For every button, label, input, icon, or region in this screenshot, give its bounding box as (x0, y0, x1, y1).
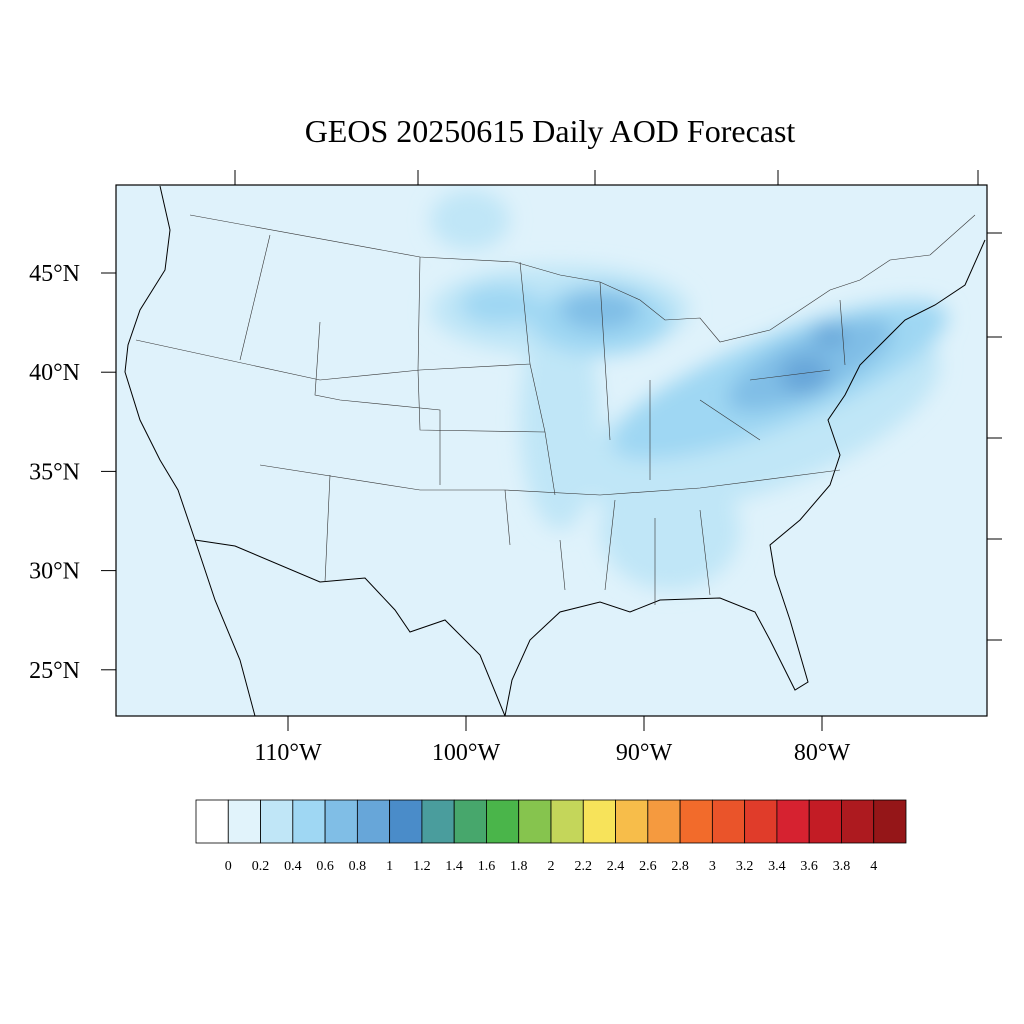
colorbar-label: 0.2 (252, 859, 270, 874)
lon-label: 80°W (794, 740, 851, 766)
colorbar-box (260, 799, 294, 844)
colorbar-box (841, 799, 875, 844)
colorbar-box (776, 799, 810, 844)
colorbar-box (324, 799, 358, 844)
colorbar-label: 1.8 (510, 859, 528, 874)
colorbar-label: 1.4 (445, 859, 463, 874)
colorbar-box (292, 799, 326, 844)
lat-label: 30°N (29, 559, 80, 585)
colorbar-label: 0.4 (284, 859, 302, 874)
lat-label: 45°N (29, 261, 80, 287)
colorbar-box (356, 799, 391, 844)
colorbar-box (873, 799, 907, 844)
colorbar-label: 0.6 (316, 859, 334, 874)
colorbar-label: 1.2 (413, 859, 431, 874)
colorbar-box (582, 799, 616, 844)
map-area (116, 185, 987, 716)
colorbar-box (195, 799, 229, 844)
colorbar-label: 0 (225, 859, 232, 874)
colorbar-box (453, 799, 487, 844)
latitude-labels: 45°N 40°N 35°N 30°N 25°N (29, 261, 116, 684)
colorbar-label: 3.8 (833, 859, 851, 874)
colorbar: 0 0.2 0.4 0.6 0.8 1 1.2 1.4 1.6 1.8 2 2.2 2.4 2.6 2.8 3… (195, 799, 907, 874)
colorbar-label: 2.2 (575, 859, 593, 874)
colorbar-label: 1.6 (478, 859, 496, 874)
colorbar-label: 3.2 (736, 859, 754, 874)
lat-label: 25°N (29, 658, 80, 684)
colorbar-box (421, 799, 455, 844)
colorbar-box (615, 799, 649, 844)
lat-label: 35°N (29, 459, 80, 485)
lat-label: 40°N (29, 360, 80, 386)
aod-field (430, 190, 948, 590)
colorbar-label: 2.6 (639, 859, 657, 874)
colorbar-box (389, 799, 423, 844)
colorbar-label: 3.6 (800, 859, 818, 874)
colorbar-label: 2.4 (607, 859, 625, 874)
lon-label: 110°W (254, 740, 322, 766)
longitude-labels: 110°W 100°W 90°W 80°W (254, 716, 850, 766)
axis-ticks (234, 170, 1002, 641)
colorbar-label: 2.8 (671, 859, 689, 874)
colorbar-label: 1 (386, 859, 393, 874)
colorbar-box (808, 799, 842, 844)
colorbar-label: 4 (870, 859, 877, 874)
colorbar-label: 2 (548, 859, 555, 874)
colorbar-box (744, 799, 778, 844)
map-title: GEOS 20250615 Daily AOD Forecast (305, 113, 796, 149)
colorbar-box (711, 799, 746, 844)
colorbar-label: 3.4 (768, 859, 786, 874)
colorbar-box (679, 799, 713, 844)
colorbar-box (647, 799, 681, 844)
colorbar-label: 3 (709, 859, 716, 874)
colorbar-label: 0.8 (349, 859, 367, 874)
colorbar-box (486, 799, 520, 844)
colorbar-box (227, 799, 261, 844)
lon-label: 90°W (616, 740, 673, 766)
lon-label: 100°W (432, 740, 501, 766)
colorbar-box (550, 799, 584, 844)
colorbar-box (518, 799, 552, 844)
